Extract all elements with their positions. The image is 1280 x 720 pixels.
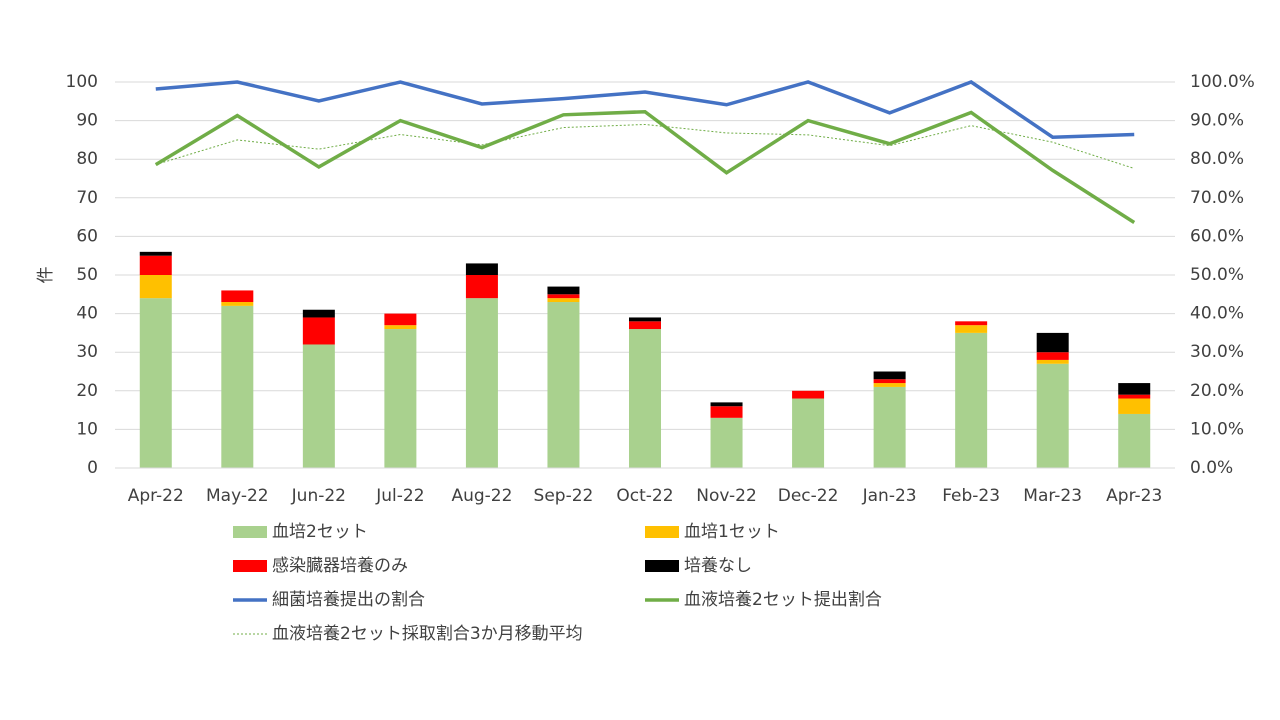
line-series (155, 123, 1135, 169)
legend-swatch (645, 560, 679, 572)
bar-segment (873, 379, 906, 384)
bar-segment (465, 275, 498, 299)
bar-segment (384, 313, 417, 326)
bar-segment (465, 263, 498, 275)
y2-tick-label: 20.0% (1190, 381, 1244, 401)
bar-segment (1036, 352, 1069, 360)
x-tick-label: Oct-22 (616, 486, 673, 506)
x-tick-label: Jun-22 (291, 486, 346, 506)
y-tick-label: 30 (76, 342, 98, 362)
y2-tick-label: 60.0% (1190, 226, 1244, 246)
y2-tick-label: 10.0% (1190, 419, 1244, 439)
y-axis-label: 件 (36, 267, 56, 284)
bar-segment (384, 329, 417, 468)
bar-segment (629, 329, 661, 468)
x-tick-label: Nov-22 (696, 486, 757, 506)
bar-segment (955, 332, 988, 468)
legend-swatch (233, 560, 267, 572)
y-tick-label: 100 (66, 72, 98, 92)
bar-segment (1118, 383, 1151, 395)
bar-segment (1036, 332, 1069, 353)
x-tick-label: Dec-22 (778, 486, 839, 506)
legend-label: 血液培養2セット提出割合 (684, 590, 882, 610)
bar-segment (710, 406, 743, 418)
bar-segment (873, 386, 906, 468)
x-tick-label: Jul-22 (375, 486, 424, 506)
y-tick-label: 20 (76, 381, 98, 401)
y2-tick-label: 50.0% (1190, 265, 1244, 285)
y2-tick-label: 80.0% (1190, 149, 1244, 169)
bar-segment (955, 321, 988, 326)
bar-segment (302, 317, 335, 345)
legend-label: 感染臓器培養のみ (272, 556, 408, 576)
bar-segment (384, 325, 417, 330)
bar-segment (1036, 363, 1069, 468)
bar-segment (139, 298, 172, 468)
y-tick-label: 0 (87, 458, 98, 478)
y-tick-label: 90 (76, 111, 98, 131)
bar-segment (955, 325, 988, 333)
line-series (155, 80, 1135, 139)
bar-segment (1118, 394, 1151, 399)
bar-segment (139, 275, 172, 299)
bar-segment (710, 402, 743, 407)
bar-segment (465, 298, 498, 468)
y-tick-label: 80 (76, 149, 98, 169)
bar-segment (221, 305, 254, 468)
y2-tick-label: 30.0% (1190, 342, 1244, 362)
x-tick-label: May-22 (206, 486, 269, 506)
x-tick-label: Apr-23 (1106, 486, 1162, 506)
bar-segment (629, 317, 661, 322)
y2-tick-label: 0.0% (1190, 458, 1233, 478)
bar-segment (1036, 359, 1069, 364)
bar-segment (547, 302, 580, 468)
bar-segment (792, 390, 825, 399)
legend-label: 血培1セット (684, 522, 780, 542)
x-tick-label: Jan-23 (862, 486, 917, 506)
line-series (154, 109, 1136, 224)
bar-segment (302, 344, 335, 468)
y-tick-label: 60 (76, 226, 98, 246)
y-tick-label: 50 (76, 265, 98, 285)
x-tick-label: Feb-23 (942, 486, 1000, 506)
y2-tick-label: 70.0% (1190, 188, 1244, 208)
x-tick-label: Mar-23 (1023, 486, 1082, 506)
x-tick-label: Apr-22 (128, 486, 184, 506)
bar-segment (1118, 413, 1151, 468)
y2-tick-label: 40.0% (1190, 304, 1244, 324)
legend-swatch (645, 526, 679, 538)
bar-segment (547, 298, 580, 303)
bar-segment (792, 398, 825, 468)
bar-segment (221, 290, 254, 303)
x-tick-label: Sep-22 (534, 486, 594, 506)
y-tick-label: 10 (76, 419, 98, 439)
legend-label: 細菌培養提出の割合 (272, 590, 425, 610)
legend-swatch (233, 526, 267, 538)
bar-segment (1118, 398, 1151, 414)
y-tick-label: 70 (76, 188, 98, 208)
y-tick-label: 40 (76, 304, 98, 324)
bar-segment (629, 321, 661, 330)
bar-segment (547, 286, 580, 295)
legend-label: 血液培養2セット採取割合3か月移動平均 (272, 624, 583, 644)
bar-segment (873, 383, 906, 387)
bar-segment (710, 417, 743, 468)
bar-segment (139, 251, 172, 256)
bar-segment (302, 309, 335, 318)
bar-segment (139, 255, 172, 275)
y2-tick-label: 90.0% (1190, 111, 1244, 131)
legend-label: 血培2セット (272, 522, 368, 542)
legend-label: 培養なし (684, 556, 752, 576)
bar-segment (221, 302, 254, 306)
x-tick-label: Aug-22 (451, 486, 512, 506)
bar-segment (547, 294, 580, 299)
y2-tick-label: 100.0% (1190, 72, 1255, 92)
bar-segment (873, 371, 906, 380)
